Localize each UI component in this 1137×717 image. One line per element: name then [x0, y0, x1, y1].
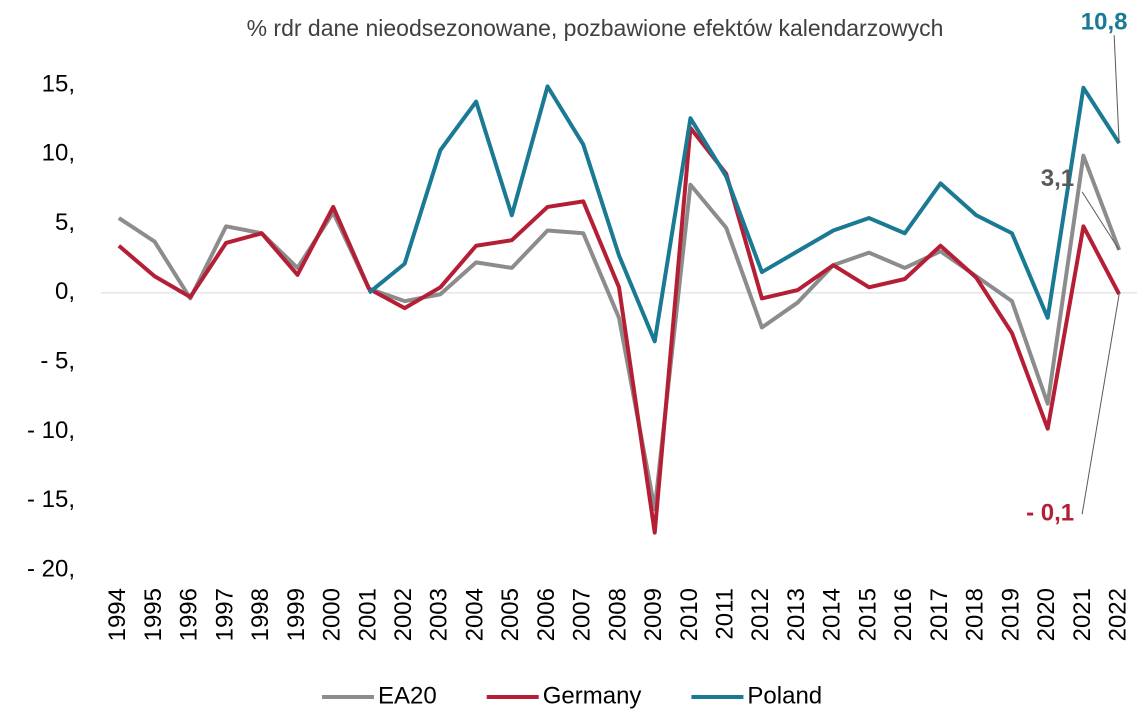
series-line — [117, 125, 1121, 535]
x-tick-label: 2019 — [997, 588, 1024, 641]
chart-subtitle: % rdr dane nieodsezonowane, pozbawione e… — [247, 15, 944, 41]
x-tick-label: 2010 — [676, 588, 703, 641]
x-tick-label: 2015 — [854, 588, 881, 641]
x-tick-label: 1999 — [283, 588, 310, 641]
x-tick-label: 2013 — [783, 588, 810, 641]
x-tick-label: 2014 — [819, 588, 846, 641]
x-tick-label: 2021 — [1069, 588, 1096, 641]
x-tick-label: 1997 — [211, 588, 238, 641]
x-tick-label: 1995 — [140, 588, 167, 641]
series-line — [367, 84, 1121, 344]
x-tick-label: 1996 — [176, 588, 203, 641]
x-tick-label: 2006 — [533, 588, 560, 641]
x-tick-label: 2004 — [461, 588, 488, 641]
legend-label: EA20 — [378, 682, 437, 709]
leader-line — [1081, 191, 1120, 251]
y-tick-label: - 15, — [27, 486, 75, 513]
x-tick-label: 2017 — [926, 588, 953, 641]
legend-label: Germany — [543, 682, 642, 709]
legend-label: Poland — [747, 682, 822, 709]
x-tick-label: 2018 — [962, 588, 989, 641]
x-tick-label: 2001 — [354, 588, 381, 641]
x-tick-label: 2002 — [390, 588, 417, 641]
leader-line — [1081, 294, 1120, 515]
x-tick-label: 2020 — [1033, 588, 1060, 641]
x-tick-label: 2003 — [426, 588, 453, 641]
x-tick-label: 2016 — [890, 588, 917, 641]
x-tick-label: 2011 — [712, 588, 739, 640]
x-tick-label: 1994 — [104, 588, 131, 641]
x-tick-label: 2005 — [497, 588, 524, 641]
x-tick-label: 2008 — [604, 588, 631, 641]
x-tick-label: 2022 — [1104, 588, 1131, 641]
data-label: 10,8 — [1081, 9, 1128, 36]
data-label: - 0,1 — [1026, 500, 1074, 527]
x-tick-label: 2007 — [569, 588, 596, 641]
x-tick-label: 2012 — [747, 588, 774, 641]
x-tick-label: 1998 — [247, 588, 274, 641]
x-tick-label: 2009 — [640, 588, 667, 641]
data-label: 3,1 — [1041, 165, 1074, 192]
y-tick-label: - 10, — [27, 417, 75, 444]
x-tick-label: 2000 — [319, 588, 346, 641]
series-line — [117, 153, 1122, 512]
y-tick-label: 0, — [55, 278, 75, 305]
y-tick-label: 5, — [55, 209, 75, 236]
leader-line — [1113, 35, 1120, 144]
y-tick-label: 15, — [42, 70, 75, 97]
y-tick-label: - 5, — [40, 347, 75, 374]
y-tick-label: 10, — [42, 140, 75, 167]
y-tick-label: - 20, — [27, 555, 75, 582]
